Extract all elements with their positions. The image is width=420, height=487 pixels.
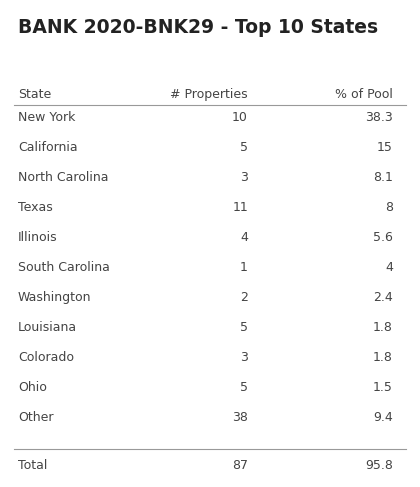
Text: Colorado: Colorado: [18, 351, 74, 364]
Text: 10: 10: [232, 111, 248, 124]
Text: 95.8: 95.8: [365, 459, 393, 472]
Text: BANK 2020-BNK29 - Top 10 States: BANK 2020-BNK29 - Top 10 States: [18, 18, 378, 37]
Text: 1.8: 1.8: [373, 351, 393, 364]
Text: 5: 5: [240, 381, 248, 394]
Text: Ohio: Ohio: [18, 381, 47, 394]
Text: 5: 5: [240, 321, 248, 334]
Text: 4: 4: [385, 261, 393, 274]
Text: State: State: [18, 88, 51, 101]
Text: # Properties: # Properties: [171, 88, 248, 101]
Text: 8.1: 8.1: [373, 171, 393, 184]
Text: North Carolina: North Carolina: [18, 171, 108, 184]
Text: 1.8: 1.8: [373, 321, 393, 334]
Text: South Carolina: South Carolina: [18, 261, 110, 274]
Text: 2.4: 2.4: [373, 291, 393, 304]
Text: New York: New York: [18, 111, 75, 124]
Text: % of Pool: % of Pool: [335, 88, 393, 101]
Text: 38.3: 38.3: [365, 111, 393, 124]
Text: 5.6: 5.6: [373, 231, 393, 244]
Text: 87: 87: [232, 459, 248, 472]
Text: 5: 5: [240, 141, 248, 154]
Text: 2: 2: [240, 291, 248, 304]
Text: 11: 11: [232, 201, 248, 214]
Text: Texas: Texas: [18, 201, 53, 214]
Text: Total: Total: [18, 459, 47, 472]
Text: 3: 3: [240, 171, 248, 184]
Text: California: California: [18, 141, 78, 154]
Text: 1: 1: [240, 261, 248, 274]
Text: 8: 8: [385, 201, 393, 214]
Text: Washington: Washington: [18, 291, 92, 304]
Text: 3: 3: [240, 351, 248, 364]
Text: 9.4: 9.4: [373, 411, 393, 424]
Text: Louisiana: Louisiana: [18, 321, 77, 334]
Text: Other: Other: [18, 411, 53, 424]
Text: 1.5: 1.5: [373, 381, 393, 394]
Text: 4: 4: [240, 231, 248, 244]
Text: 15: 15: [377, 141, 393, 154]
Text: 38: 38: [232, 411, 248, 424]
Text: Illinois: Illinois: [18, 231, 58, 244]
